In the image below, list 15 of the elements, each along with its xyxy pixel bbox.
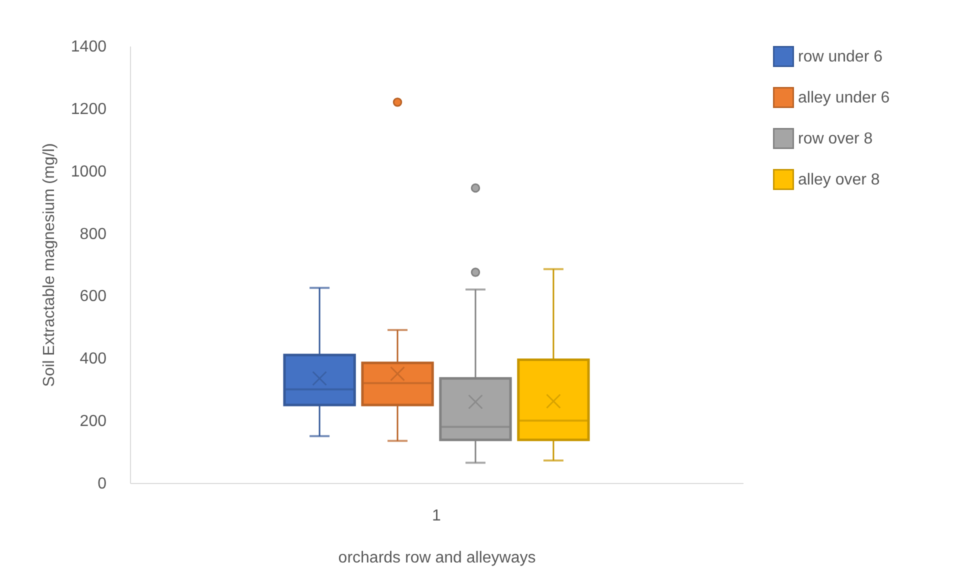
y-tick-label: 1200: [70, 100, 107, 118]
y-tick-label: 200: [80, 413, 107, 430]
y-tick-label: 0: [98, 476, 107, 492]
y-tick-label: 600: [80, 288, 107, 306]
legend-label: row over 8: [798, 130, 873, 148]
x-tick-label: 1: [432, 508, 442, 524]
y-tick-label: 1000: [70, 163, 107, 180]
y-tick-label: 400: [80, 350, 107, 368]
y-axis-title: Soil Extractable magnesium (mg/l): [40, 143, 58, 387]
legend-label: row under 6: [798, 48, 883, 66]
legend-label: alley under 6: [798, 90, 890, 106]
x-axis-title: orchards row and alleyways: [338, 550, 536, 566]
y-tick-label: 1400: [70, 38, 107, 56]
y-tick-label: 800: [80, 226, 107, 243]
legend-label: alley over 8: [798, 172, 880, 188]
